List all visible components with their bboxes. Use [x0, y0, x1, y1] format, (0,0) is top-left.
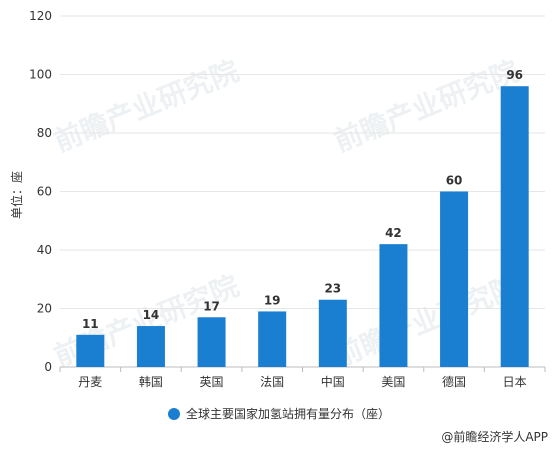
y-tick-label: 80	[37, 126, 52, 140]
x-tick-label: 英国	[200, 375, 224, 389]
data-labels-group: 11 14 17 19 23 42 60 96	[82, 68, 523, 331]
x-tick-label: 中国	[321, 374, 345, 389]
x-tick-label: 美国	[381, 375, 405, 389]
y-tick-label: 120	[29, 9, 52, 23]
y-tick-label: 60	[37, 185, 52, 199]
source-credit: @前瞻经济学人APP	[441, 429, 548, 444]
legend-marker	[168, 408, 180, 420]
y-tick-label: 0	[44, 360, 52, 374]
legend[interactable]: 全球主要国家加氢站拥有量分布（座）	[168, 406, 390, 421]
x-tick-label: 韩国	[139, 374, 163, 389]
y-axis-title: 单位：座	[9, 171, 24, 219]
data-label: 60	[446, 174, 463, 188]
x-tick-label: 法国	[260, 375, 284, 389]
y-tick-label: 40	[37, 243, 52, 257]
bar[interactable]	[136, 326, 165, 367]
watermark-text: 前瞻产业研究院	[329, 54, 523, 158]
legend-label: 全球主要国家加氢站拥有量分布（座）	[186, 406, 390, 421]
data-label: 17	[203, 299, 220, 313]
watermark-text: 前瞻产业研究院	[49, 54, 243, 158]
x-tick-label: 德国	[442, 374, 466, 389]
bar[interactable]	[76, 334, 105, 367]
y-tick-label: 100	[29, 68, 52, 82]
x-tick-label: 丹麦	[78, 375, 102, 389]
bars-group	[76, 86, 529, 368]
y-tick-label: 20	[37, 302, 52, 316]
data-label: 14	[143, 308, 160, 322]
bar[interactable]	[258, 311, 287, 367]
bar[interactable]	[440, 191, 469, 368]
x-tick-label: 日本	[503, 375, 527, 389]
data-label: 96	[506, 68, 523, 82]
data-label: 11	[82, 317, 99, 331]
bar[interactable]	[318, 299, 347, 367]
bar[interactable]	[500, 86, 529, 367]
y-axis-ticks: 0 20 40 60 80 100 120	[29, 9, 52, 374]
bar[interactable]	[197, 317, 226, 367]
data-label: 23	[324, 282, 341, 296]
data-label: 42	[385, 226, 402, 240]
x-axis-labels: 丹麦 韩国 英国 法国 中国 美国 德国 日本	[59, 367, 546, 389]
bar[interactable]	[379, 244, 408, 367]
data-label: 19	[264, 293, 281, 307]
watermark-text: 前瞻产业研究院	[329, 269, 523, 373]
